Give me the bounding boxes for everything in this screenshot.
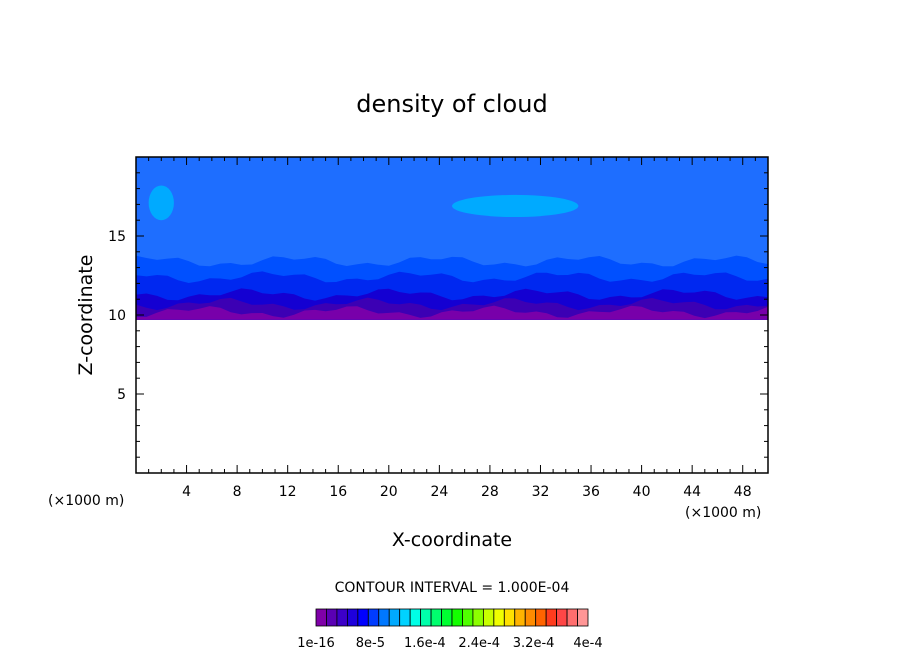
contour-interval-text: CONTOUR INTERVAL = 1.000E-04 <box>335 580 570 596</box>
colorbar-label: 1e-16 <box>297 636 335 651</box>
colorbar-label: 3.2e-4 <box>513 636 555 651</box>
colorbar-swatch <box>336 608 348 627</box>
y-axis-ticks: 5 10 15 <box>108 172 768 458</box>
colorbar-swatch <box>482 608 495 627</box>
colorbar-swatch <box>346 608 359 627</box>
colorbar-swatch <box>388 608 401 627</box>
x-tick-label: 32 <box>532 484 550 500</box>
colorbar-swatch <box>420 608 432 627</box>
x-axis-ticks: 4 8 12 16 20 24 28 32 36 40 44 48 <box>148 157 756 500</box>
x-unit-right: (×1000 m) <box>685 505 761 521</box>
colorbar-label: 2.4e-4 <box>458 636 500 651</box>
x-tick-label: 44 <box>683 484 701 500</box>
x-tick-label: 12 <box>279 484 297 500</box>
colorbar-label: 8e-5 <box>356 636 385 651</box>
colorbar-labels: 1e-16 8e-5 1.6e-4 2.4e-4 3.2e-4 4e-4 <box>297 636 602 651</box>
plot-area <box>136 157 768 320</box>
colorbar-swatch <box>367 608 380 627</box>
colorbar-swatch <box>566 608 578 627</box>
colorbar-swatch <box>524 608 537 627</box>
colorbar-swatch <box>462 608 474 627</box>
contour-patch-0 <box>452 194 579 218</box>
x-tick-label: 16 <box>329 484 347 500</box>
colorbar-swatch <box>503 608 516 627</box>
colorbar-swatch <box>514 608 526 627</box>
colorbar-label: 4e-4 <box>573 636 602 651</box>
colorbar-swatch <box>493 608 505 627</box>
y-axis-label: Z-coordinate <box>75 255 97 376</box>
x-tick-label: 4 <box>182 484 191 500</box>
x-tick-label: 36 <box>582 484 600 500</box>
x-tick-label: 8 <box>233 484 242 500</box>
colorbar-swatch <box>430 608 442 627</box>
chart-title: density of cloud <box>356 90 547 118</box>
colorbar-swatch <box>535 608 547 627</box>
colorbar-swatch <box>315 608 327 627</box>
colorbar-swatch <box>472 608 484 627</box>
colorbar-swatch <box>409 608 422 627</box>
colorbar-swatch <box>441 608 453 627</box>
x-tick-label: 28 <box>481 484 499 500</box>
colorbar-swatch <box>545 608 558 627</box>
y-tick-label: 10 <box>108 308 126 324</box>
contour-patch-1 <box>148 185 174 221</box>
colorbar-swatch <box>451 608 463 627</box>
y-tick-label: 5 <box>117 387 126 403</box>
colorbar-swatch <box>577 608 589 627</box>
x-tick-label: 48 <box>734 484 752 500</box>
x-axis-label: X-coordinate <box>392 529 512 551</box>
colorbar-swatch <box>378 608 390 627</box>
contour-band-5 <box>136 305 768 320</box>
colorbar-label: 1.6e-4 <box>404 636 446 651</box>
x-unit-left: (×1000 m) <box>48 493 124 509</box>
colorbar-swatch <box>357 608 369 627</box>
y-tick-label: 15 <box>108 229 126 245</box>
x-tick-label: 20 <box>380 484 398 500</box>
x-tick-label: 40 <box>633 484 651 500</box>
colorbar <box>315 608 589 627</box>
colorbar-swatch <box>399 608 411 627</box>
colorbar-swatch <box>326 608 338 627</box>
x-tick-label: 24 <box>430 484 448 500</box>
colorbar-swatch <box>556 608 568 627</box>
